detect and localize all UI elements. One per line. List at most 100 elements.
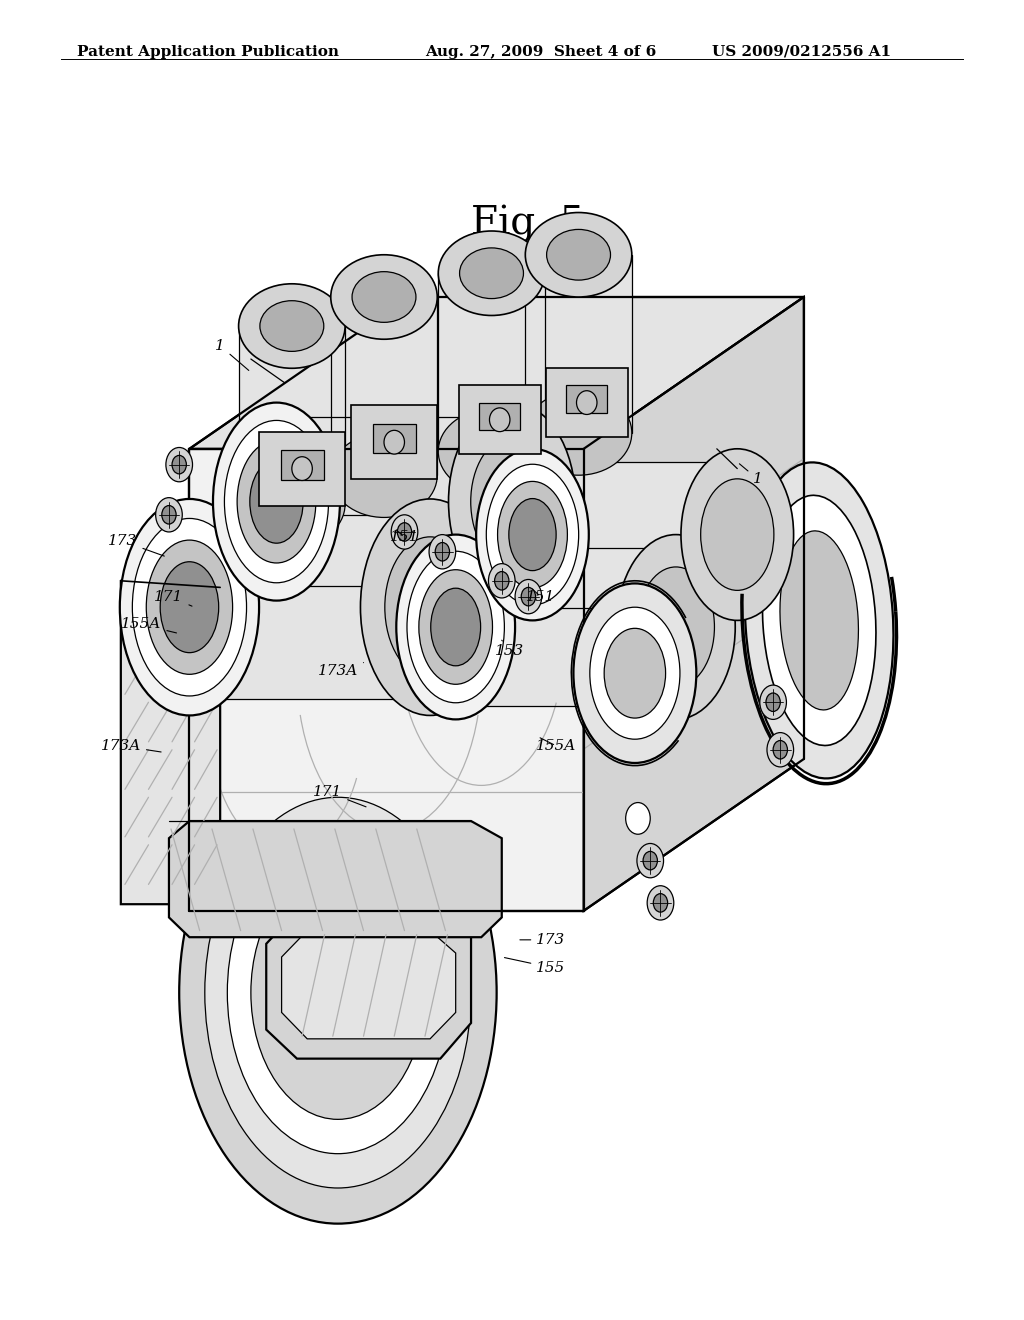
Polygon shape bbox=[525, 255, 632, 433]
Polygon shape bbox=[282, 931, 456, 1039]
Text: 173: 173 bbox=[109, 535, 164, 556]
Polygon shape bbox=[189, 297, 804, 449]
Ellipse shape bbox=[331, 433, 437, 517]
Ellipse shape bbox=[160, 562, 219, 652]
Ellipse shape bbox=[647, 886, 674, 920]
Polygon shape bbox=[351, 405, 437, 479]
Ellipse shape bbox=[260, 301, 324, 351]
Ellipse shape bbox=[745, 462, 893, 779]
Text: 155A: 155A bbox=[121, 618, 176, 634]
Ellipse shape bbox=[653, 894, 668, 912]
Ellipse shape bbox=[205, 797, 471, 1188]
Ellipse shape bbox=[407, 552, 505, 702]
Ellipse shape bbox=[239, 284, 345, 368]
Ellipse shape bbox=[626, 803, 650, 834]
Ellipse shape bbox=[681, 449, 794, 620]
Ellipse shape bbox=[767, 733, 794, 767]
Polygon shape bbox=[479, 403, 520, 430]
Ellipse shape bbox=[577, 391, 597, 414]
Ellipse shape bbox=[251, 866, 425, 1119]
Polygon shape bbox=[459, 385, 541, 454]
Ellipse shape bbox=[495, 572, 509, 590]
Ellipse shape bbox=[515, 579, 542, 614]
Polygon shape bbox=[281, 450, 324, 479]
Polygon shape bbox=[189, 515, 430, 700]
Polygon shape bbox=[584, 297, 804, 911]
Ellipse shape bbox=[521, 587, 536, 606]
Ellipse shape bbox=[132, 519, 247, 696]
Ellipse shape bbox=[384, 430, 404, 454]
Ellipse shape bbox=[637, 568, 715, 686]
Ellipse shape bbox=[643, 851, 657, 870]
Polygon shape bbox=[438, 273, 545, 451]
Text: Patent Application Publication: Patent Application Publication bbox=[77, 45, 339, 59]
Polygon shape bbox=[373, 424, 416, 453]
Polygon shape bbox=[169, 821, 502, 937]
Text: 173: 173 bbox=[520, 933, 565, 946]
Polygon shape bbox=[532, 462, 737, 607]
Ellipse shape bbox=[616, 535, 735, 719]
Ellipse shape bbox=[179, 762, 497, 1224]
Ellipse shape bbox=[525, 213, 632, 297]
Ellipse shape bbox=[250, 461, 303, 544]
Polygon shape bbox=[456, 549, 676, 705]
Text: 173A: 173A bbox=[100, 739, 161, 752]
Ellipse shape bbox=[489, 408, 510, 432]
Ellipse shape bbox=[476, 449, 589, 620]
Ellipse shape bbox=[396, 535, 515, 719]
Text: 151: 151 bbox=[390, 529, 419, 544]
Polygon shape bbox=[259, 432, 345, 506]
Ellipse shape bbox=[486, 465, 579, 605]
Ellipse shape bbox=[385, 537, 475, 677]
Text: 171: 171 bbox=[155, 590, 191, 606]
Ellipse shape bbox=[590, 607, 680, 739]
Polygon shape bbox=[276, 417, 512, 586]
Polygon shape bbox=[546, 368, 628, 437]
Text: 171: 171 bbox=[313, 785, 366, 807]
Ellipse shape bbox=[700, 479, 774, 590]
Ellipse shape bbox=[438, 231, 545, 315]
Text: 151: 151 bbox=[526, 589, 555, 603]
Ellipse shape bbox=[224, 420, 329, 583]
Text: 155: 155 bbox=[505, 957, 565, 974]
Ellipse shape bbox=[166, 447, 193, 482]
Ellipse shape bbox=[509, 499, 556, 570]
Text: Aug. 27, 2009  Sheet 4 of 6: Aug. 27, 2009 Sheet 4 of 6 bbox=[425, 45, 656, 59]
Ellipse shape bbox=[429, 535, 456, 569]
Ellipse shape bbox=[637, 843, 664, 878]
Ellipse shape bbox=[760, 685, 786, 719]
Ellipse shape bbox=[360, 499, 500, 715]
Ellipse shape bbox=[146, 540, 232, 675]
Ellipse shape bbox=[162, 506, 176, 524]
Ellipse shape bbox=[763, 495, 876, 746]
Ellipse shape bbox=[525, 391, 632, 475]
Text: 1: 1 bbox=[215, 339, 249, 371]
Ellipse shape bbox=[773, 741, 787, 759]
Ellipse shape bbox=[419, 570, 493, 684]
Polygon shape bbox=[566, 385, 607, 413]
Ellipse shape bbox=[239, 462, 345, 546]
Ellipse shape bbox=[213, 403, 340, 601]
Ellipse shape bbox=[227, 832, 449, 1154]
Ellipse shape bbox=[435, 543, 450, 561]
Polygon shape bbox=[189, 449, 584, 911]
Text: 155A: 155A bbox=[536, 738, 577, 752]
Polygon shape bbox=[239, 326, 345, 504]
Ellipse shape bbox=[431, 589, 480, 665]
Ellipse shape bbox=[780, 531, 858, 710]
Ellipse shape bbox=[391, 515, 418, 549]
Text: 1: 1 bbox=[739, 463, 763, 486]
Ellipse shape bbox=[292, 457, 312, 480]
Ellipse shape bbox=[460, 248, 523, 298]
Ellipse shape bbox=[498, 482, 567, 587]
Ellipse shape bbox=[331, 255, 437, 339]
Ellipse shape bbox=[156, 498, 182, 532]
Ellipse shape bbox=[547, 230, 610, 280]
Ellipse shape bbox=[352, 272, 416, 322]
Text: Fig. 5: Fig. 5 bbox=[471, 206, 584, 243]
Ellipse shape bbox=[573, 583, 696, 763]
Ellipse shape bbox=[120, 499, 259, 715]
Ellipse shape bbox=[488, 564, 515, 598]
Ellipse shape bbox=[238, 441, 315, 562]
Ellipse shape bbox=[438, 409, 545, 494]
